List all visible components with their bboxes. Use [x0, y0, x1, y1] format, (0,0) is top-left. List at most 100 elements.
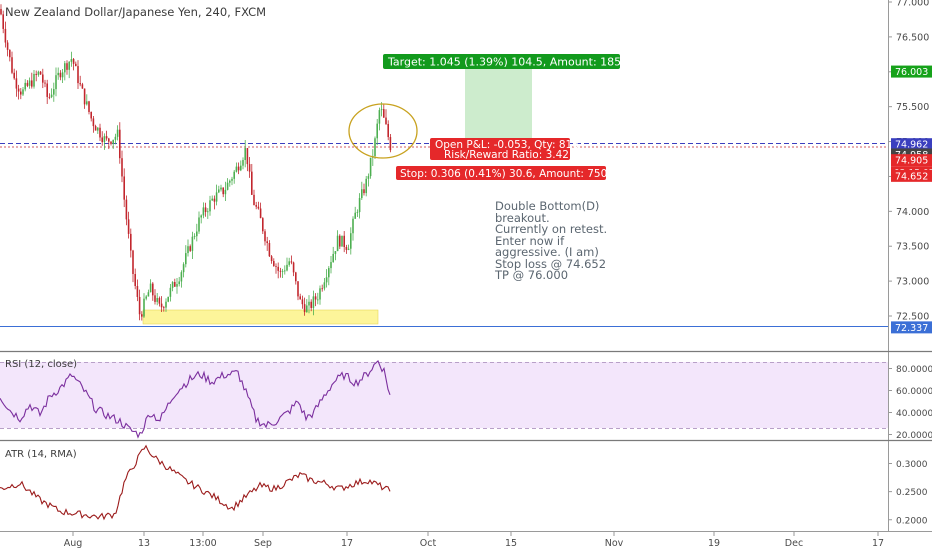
- candle-body: [125, 199, 128, 220]
- candle-body: [11, 57, 13, 73]
- price-labels: 76.00374.96274.95874.90502:15:0774.65272…: [891, 65, 932, 334]
- candle-body: [200, 215, 202, 218]
- time-tick-2: 13:00: [189, 538, 216, 549]
- candle-body: [147, 292, 150, 297]
- candle-body: [237, 166, 240, 171]
- candle-body: [240, 165, 242, 171]
- candle-body: [121, 158, 123, 177]
- candle-body: [224, 189, 227, 195]
- candle-body: [277, 266, 279, 271]
- price-tick-9: 72.500: [896, 312, 929, 323]
- candle-body: [165, 301, 167, 308]
- candle-body: [83, 88, 86, 105]
- candle-body: [213, 198, 216, 202]
- candle-body: [39, 71, 42, 75]
- candle-body: [220, 187, 222, 190]
- candle-body: [314, 296, 317, 300]
- candle-body: [154, 295, 156, 302]
- candle-body: [86, 101, 88, 105]
- candle-body: [288, 261, 290, 265]
- candle-body: [187, 246, 189, 254]
- candle-body: [70, 59, 73, 62]
- candle-body: [134, 274, 136, 287]
- candle-body: [75, 63, 77, 67]
- candle-body: [369, 157, 372, 177]
- candle-body: [275, 266, 277, 267]
- time-axis: Aug 13 13:00 Sep 17 Oct 15 Nov 19 Dec 17: [64, 532, 884, 549]
- target-zone: [465, 68, 532, 144]
- candle-body: [26, 82, 29, 86]
- candle-body: [310, 301, 312, 308]
- candle-body: [4, 28, 7, 43]
- candle-body: [81, 84, 84, 89]
- price-label-3: 74.905: [895, 156, 928, 167]
- candle-body: [286, 264, 288, 271]
- target-label: Target: 1.045 (1.39%) 104.5, Amount: 185…: [387, 56, 646, 69]
- price-label-bg-4: [891, 169, 932, 182]
- candle-body: [103, 136, 106, 143]
- candle-body: [312, 296, 315, 308]
- candle-body: [389, 137, 392, 151]
- candle-body: [77, 66, 79, 84]
- candle-body: [290, 261, 293, 263]
- atr-label: ATR (14, RMA): [5, 449, 77, 460]
- candle-body: [88, 101, 90, 112]
- price-tick-1: 76.500: [896, 32, 929, 43]
- candle-body: [9, 49, 11, 58]
- candle-body: [130, 233, 132, 251]
- price-label-4: 74.652: [895, 171, 928, 182]
- candle-body: [374, 138, 376, 157]
- candle-body: [229, 180, 231, 183]
- candle-body: [46, 83, 48, 97]
- candle-body: [341, 235, 343, 247]
- candle-body: [385, 117, 387, 124]
- candle-body: [48, 96, 51, 98]
- price-tick-8: 73.000: [896, 277, 929, 288]
- candle-body: [149, 283, 152, 293]
- candle-body: [209, 200, 211, 212]
- candle-body: [264, 231, 266, 242]
- candle-body: [55, 75, 57, 90]
- candle-body: [68, 61, 70, 70]
- candle-body: [17, 88, 20, 92]
- rsi-axis: 80.0000 60.0000 40.0000 20.0000: [888, 365, 932, 441]
- candle-body: [44, 82, 46, 84]
- rsi-tick-0: 80.0000: [896, 365, 932, 375]
- time-tick-10: 17: [872, 538, 884, 549]
- price-label-bg-0: [891, 65, 932, 78]
- price-label-0: 76.003: [895, 67, 928, 78]
- candle-body: [253, 194, 255, 206]
- candle-body: [268, 243, 271, 257]
- rsi-label: RSI (12, close): [5, 359, 77, 370]
- candle-body: [64, 63, 66, 73]
- candle-body: [97, 127, 99, 131]
- candle-body: [328, 268, 330, 278]
- price-tick-7: 73.500: [896, 242, 929, 253]
- candle-body: [37, 71, 40, 75]
- candle-body: [308, 301, 310, 306]
- candle-body: [202, 207, 205, 216]
- candle-body: [28, 80, 31, 86]
- time-tick-7: Nov: [605, 538, 624, 549]
- candle-body: [57, 72, 59, 76]
- time-tick-5: Oct: [420, 538, 437, 549]
- candle-body: [101, 137, 103, 143]
- candle-body: [2, 14, 4, 29]
- target-label-bg: [383, 54, 620, 69]
- candle-body: [136, 286, 139, 297]
- stop-label: Stop: 0.306 (0.41%) 30.6, Amount: 750.3: [400, 168, 617, 180]
- stop-label-bg: [396, 166, 606, 180]
- rsi-line: [0, 359, 391, 439]
- time-tick-6: 15: [505, 538, 517, 549]
- candle-body: [255, 205, 257, 207]
- atr-tick-1: 0.2500: [896, 488, 928, 498]
- candle-body: [319, 288, 321, 300]
- candle-body: [35, 73, 37, 75]
- price-label-bg-5: [891, 321, 932, 334]
- candle-body: [383, 109, 385, 118]
- price-tick-6: 74.000: [896, 207, 929, 218]
- candle-body: [59, 72, 62, 78]
- time-tick-3: Sep: [254, 538, 272, 549]
- price-label-bg-3: [891, 154, 932, 167]
